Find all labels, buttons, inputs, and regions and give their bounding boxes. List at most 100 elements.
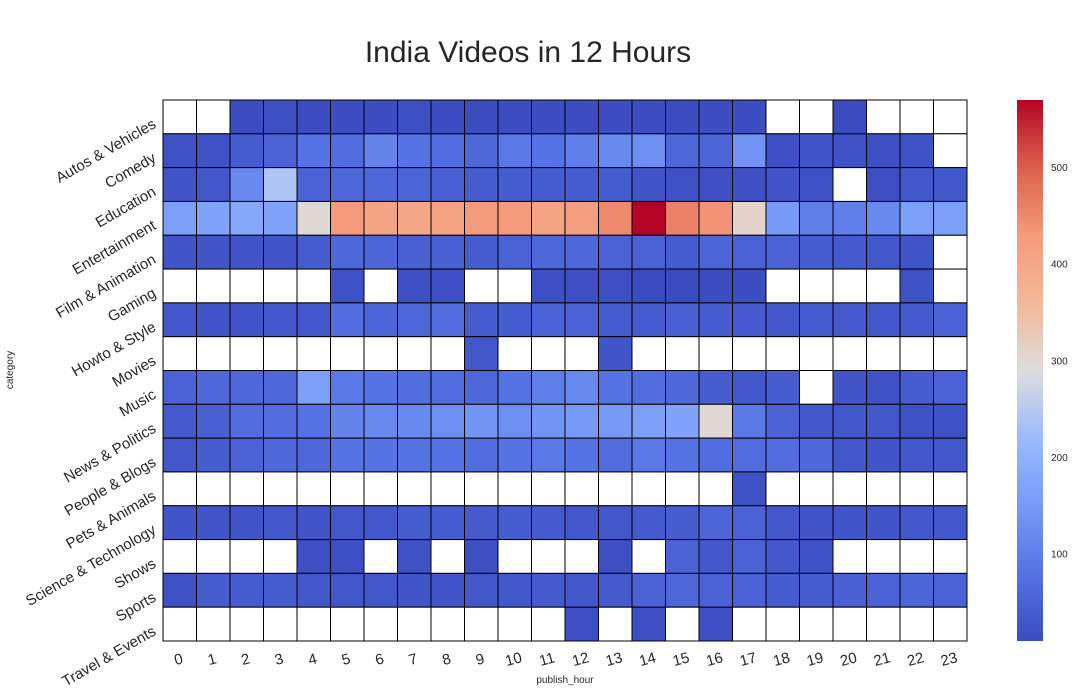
heatmap-cell [866,302,901,338]
heatmap-cell [564,200,599,236]
heatmap-cell [933,133,968,169]
heatmap-cell [832,606,867,642]
heatmap-cell [765,133,800,169]
heatmap-cell [698,200,733,236]
heatmap-cell [162,234,197,270]
heatmap-cell [765,234,800,270]
heatmap-cell [866,336,901,372]
heatmap-cell [665,336,700,372]
heatmap-cell [732,539,767,574]
heatmap-cell [397,167,432,202]
heatmap-cell [598,234,633,270]
heatmap-cell [531,437,566,473]
heatmap-cell [363,234,398,270]
x-tick-label: 18 [771,649,792,670]
heatmap-cell [330,471,365,507]
heatmap-cell [263,539,298,574]
heatmap-cell [631,133,666,169]
y-tick-label: Movies [109,352,159,390]
x-tick-label: 12 [570,649,591,670]
heatmap-cell [296,336,331,372]
heatmap-cell [698,234,733,270]
heatmap-cell [263,133,298,169]
heatmap-cell [933,606,968,642]
heatmap-cell [363,167,398,202]
heatmap-cell [296,133,331,169]
colorbar-tick-label: 400 [1051,260,1068,271]
heatmap-cell [698,302,733,338]
heatmap-cell [531,471,566,507]
heatmap-cell [196,302,231,338]
heatmap-cell [799,302,834,338]
heatmap-cell [598,336,633,372]
y-tick-label: Travel & Events [59,623,159,690]
heatmap-cell [162,539,197,574]
heatmap-cell [397,99,432,135]
heatmap-cell [631,505,666,541]
heatmap-cell [665,539,700,574]
heatmap-cell [229,572,264,608]
x-tick-label: 13 [604,649,625,670]
heatmap-cell [196,336,231,372]
heatmap-cell [598,99,633,135]
heatmap-cell [464,268,499,304]
heatmap-cell [765,200,800,236]
colorbar-tick-label: 300 [1051,356,1068,367]
heatmap-cell [531,133,566,169]
heatmap-cell [866,572,901,608]
x-tick-label: 2 [239,650,251,669]
heatmap-cell [799,437,834,473]
colorbar-tick-label: 500 [1051,163,1068,174]
heatmap-cell [430,200,465,236]
heatmap-cell [430,133,465,169]
heatmap-cell [296,606,331,642]
heatmap-cell [631,302,666,338]
heatmap-cell [296,437,331,473]
heatmap-cell [531,167,566,202]
heatmap-cell [464,539,499,574]
heatmap-cell [698,539,733,574]
heatmap-cell [497,167,532,202]
heatmap-cell [397,572,432,608]
heatmap-cell [832,471,867,507]
heatmap-cell [899,133,934,169]
heatmap-cell [330,302,365,338]
heatmap-cell [832,234,867,270]
heatmap-cell [598,370,633,405]
heatmap-cell [196,167,231,202]
heatmap-cell [464,403,499,439]
heatmap-cell [598,606,633,642]
heatmap-cell [464,606,499,642]
heatmap-cell [196,505,231,541]
heatmap-cell [899,234,934,270]
heatmap-cell [564,99,599,135]
heatmap-cell [430,336,465,372]
heatmap-cell [263,167,298,202]
y-tick-label: Sports [113,589,159,625]
heatmap-cell [799,539,834,574]
heatmap-cell [430,99,465,135]
heatmap-cell [162,572,197,608]
heatmap-cell [799,370,834,405]
heatmap-cell [263,234,298,270]
heatmap-cell [397,437,432,473]
heatmap-cell [866,505,901,541]
heatmap-cell [162,167,197,202]
heatmap-cell [598,403,633,439]
heatmap-cell [196,99,231,135]
heatmap-cell [531,336,566,372]
heatmap-cell [732,268,767,304]
heatmap-cell [698,336,733,372]
heatmap-cell [497,302,532,338]
heatmap-cell [732,370,767,405]
heatmap-cell [799,403,834,439]
heatmap-cell [631,370,666,405]
heatmap-cell [665,437,700,473]
heatmap-cell [765,268,800,304]
heatmap-cell [598,471,633,507]
heatmap-cell [832,268,867,304]
heatmap-cell [665,302,700,338]
heatmap-cell [899,302,934,338]
heatmap-cell [162,200,197,236]
heatmap-cell [296,370,331,405]
